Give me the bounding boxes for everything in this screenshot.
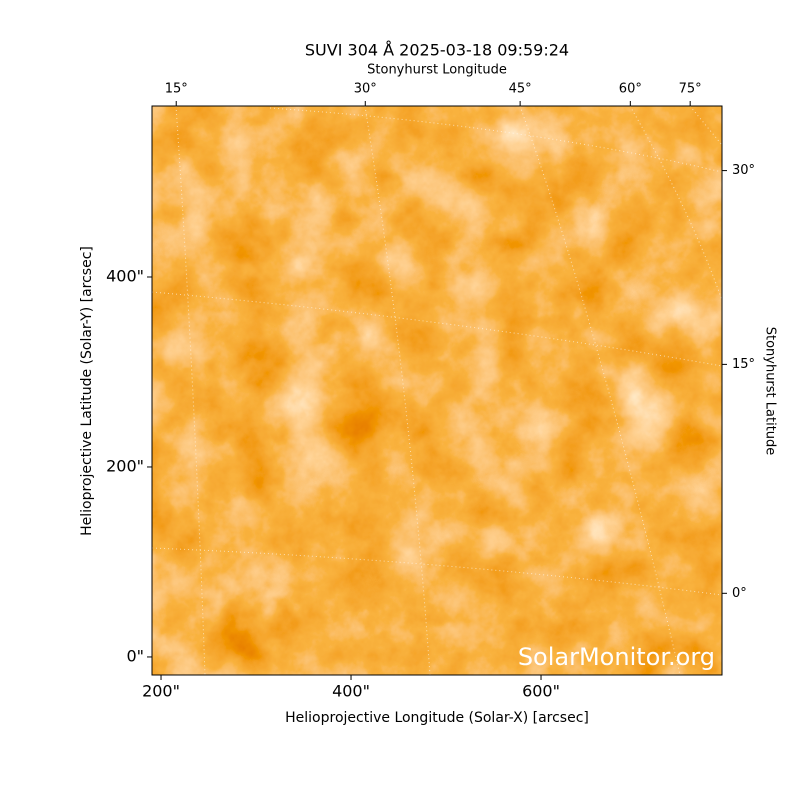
- x-tick-label: 600": [522, 682, 560, 701]
- y-axis-label: Helioprojective Latitude (Solar-Y) [arcs…: [79, 246, 95, 536]
- x2-tick-label: 30°: [354, 82, 377, 97]
- x2-axis-label: Stonyhurst Longitude: [367, 63, 507, 78]
- y-tick-label: 200": [106, 456, 144, 475]
- x-tick-label: 200": [142, 682, 180, 701]
- x-tick-label: 400": [332, 682, 370, 701]
- y2-tick-label: 15°: [732, 357, 755, 372]
- x2-tick-label: 75°: [679, 82, 702, 97]
- watermark: SolarMonitor.org: [518, 643, 715, 671]
- plot-frame: [151, 105, 723, 676]
- x2-tick-label: 45°: [509, 82, 532, 97]
- chart-title: SUVI 304 Å 2025-03-18 09:59:24: [305, 41, 569, 60]
- y2-axis-label: Stonyhurst Latitude: [763, 327, 778, 456]
- y-tick-label: 400": [106, 266, 144, 285]
- x-axis-label: Helioprojective Longitude (Solar-X) [arc…: [285, 710, 589, 726]
- x2-tick-label: 60°: [619, 82, 642, 97]
- coordinate-grid: [152, 106, 722, 675]
- y2-tick-label: 30°: [732, 163, 755, 178]
- y2-tick-label: 0°: [732, 586, 747, 601]
- x2-tick-label: 15°: [165, 82, 188, 97]
- solar-image: [152, 106, 722, 675]
- y-tick-label: 0": [126, 646, 144, 665]
